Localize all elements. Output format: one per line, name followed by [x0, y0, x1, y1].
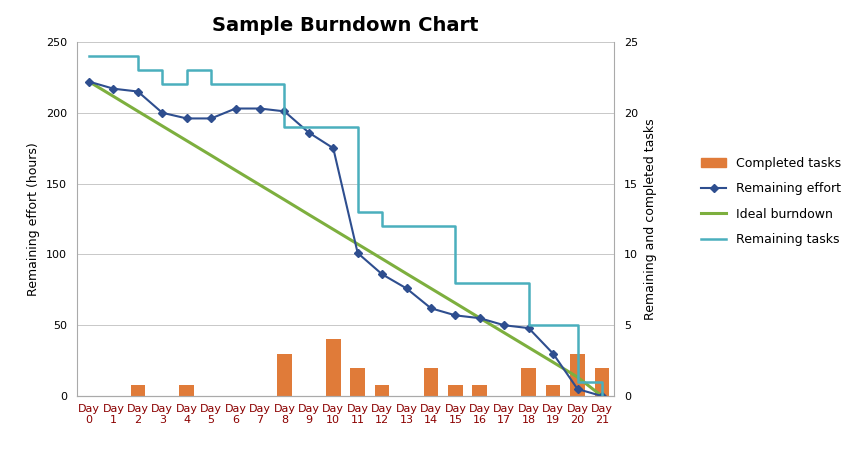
Bar	[130, 385, 145, 396]
Bar	[325, 339, 340, 396]
Bar	[569, 354, 584, 396]
Bar	[545, 385, 560, 396]
Title: Sample Burndown Chart: Sample Burndown Chart	[212, 16, 478, 35]
Y-axis label: Remaining effort (hours): Remaining effort (hours)	[27, 142, 40, 296]
Bar	[521, 368, 535, 396]
Bar	[179, 385, 193, 396]
Bar	[594, 368, 608, 396]
Bar	[423, 368, 438, 396]
Bar	[374, 385, 389, 396]
Y-axis label: Remaining and completed tasks: Remaining and completed tasks	[642, 118, 656, 320]
Legend: Completed tasks, Remaining effort, Ideal burndown, Remaining tasks: Completed tasks, Remaining effort, Ideal…	[700, 157, 840, 246]
Bar	[472, 385, 486, 396]
Bar	[447, 385, 462, 396]
Bar	[277, 354, 291, 396]
Bar	[350, 368, 365, 396]
